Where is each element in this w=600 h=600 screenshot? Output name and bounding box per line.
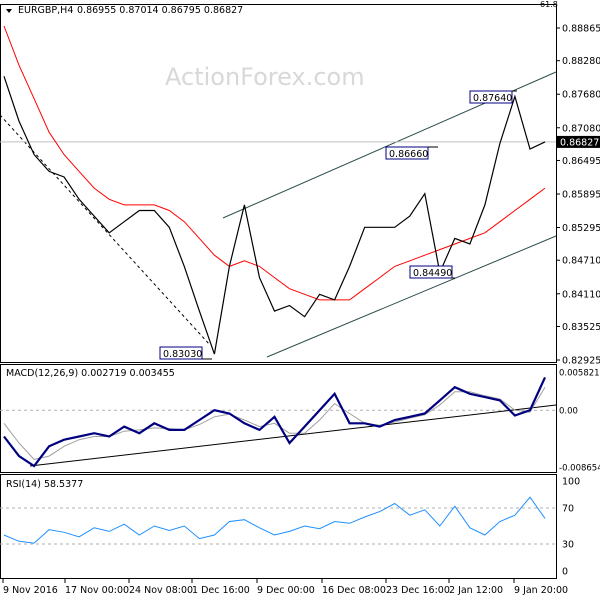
- rsi-tick-label: 70: [562, 504, 574, 515]
- price-tick-label: 0.84710: [562, 256, 600, 267]
- price-tick-label: 0.86495: [562, 156, 600, 167]
- macd-panel: [0, 364, 557, 473]
- ohlc-label: 0.86955 0.87014 0.86795 0.86827: [77, 5, 243, 16]
- price-tick-label: 0.88280: [562, 56, 600, 67]
- rsi-tick-label: 0: [562, 567, 568, 578]
- x-tick-label: 2 Jan 12:00: [449, 585, 503, 596]
- macd-trend-line: [29, 404, 557, 467]
- price-annotation-box: [385, 146, 429, 160]
- dashed-trend-line: [0, 114, 211, 346]
- price-annotation: 0.87640: [473, 93, 512, 104]
- price-annotation: 0.83030: [163, 349, 202, 360]
- price-annotation-box: [409, 265, 453, 279]
- symbol-label: EURGBP,H4: [18, 5, 73, 16]
- price-annotation: 0.86660: [389, 149, 428, 160]
- price-tick-label: 0.84110: [562, 289, 600, 300]
- x-tick-label: 17 Nov 00:00: [65, 585, 129, 596]
- dropdown-triangle-icon[interactable]: [6, 9, 12, 13]
- macd-title: MACD(12,26,9) 0.002719 0.003455: [6, 368, 175, 379]
- fib-label: 61.8: [540, 0, 558, 9]
- price-tick-label: 0.85295: [562, 223, 600, 234]
- rsi-title: RSI(14) 58.5377: [6, 479, 83, 490]
- macd-line: [3, 376, 547, 468]
- x-tick-label: 1 Dec 16:00: [192, 585, 250, 596]
- channel-lower-line: [266, 235, 557, 358]
- x-tick-label: 23 Dec 16:00: [386, 585, 450, 596]
- rsi-line: [3, 496, 546, 544]
- x-tick-label: 9 Dec 00:00: [257, 585, 315, 596]
- price-tick-label: 0.87080: [562, 123, 600, 134]
- macd-tick-label: 0.00: [559, 407, 578, 417]
- price-tick-label: 0.85895: [562, 190, 600, 201]
- price-line: [3, 76, 546, 355]
- x-tick-label: 16 Dec 08:00: [322, 585, 386, 596]
- price-tick-label: 0.82925: [562, 356, 600, 367]
- current-price-badge: [557, 135, 600, 148]
- price-tick-label: 0.87680: [562, 90, 600, 101]
- x-tick-label: 9 Nov 2016: [3, 585, 58, 596]
- price-annotation: 0.84490: [413, 268, 452, 279]
- x-tick-label: 24 Nov 08:00: [129, 585, 193, 596]
- macd-tick-label: -0.008654: [559, 464, 600, 474]
- price-annotation-box: [159, 346, 203, 360]
- price-tick-label: 0.88865: [562, 24, 600, 35]
- macd-signal-line: [3, 386, 546, 460]
- rsi-tick-label: 30: [562, 540, 574, 551]
- watermark: ActionForex.com: [165, 63, 365, 91]
- price-tick-label: 0.83525: [562, 322, 600, 333]
- rsi-tick-label: 100: [562, 477, 580, 488]
- price-panel: [0, 4, 557, 363]
- moving-average-line: [3, 25, 546, 301]
- current-price-label: 0.86827: [560, 137, 599, 148]
- rsi-panel: [0, 474, 557, 579]
- price-annotation-box: [469, 90, 513, 104]
- x-tick-label: 9 Jan 20:00: [514, 585, 568, 596]
- macd-tick-label: 0.005821: [559, 369, 600, 379]
